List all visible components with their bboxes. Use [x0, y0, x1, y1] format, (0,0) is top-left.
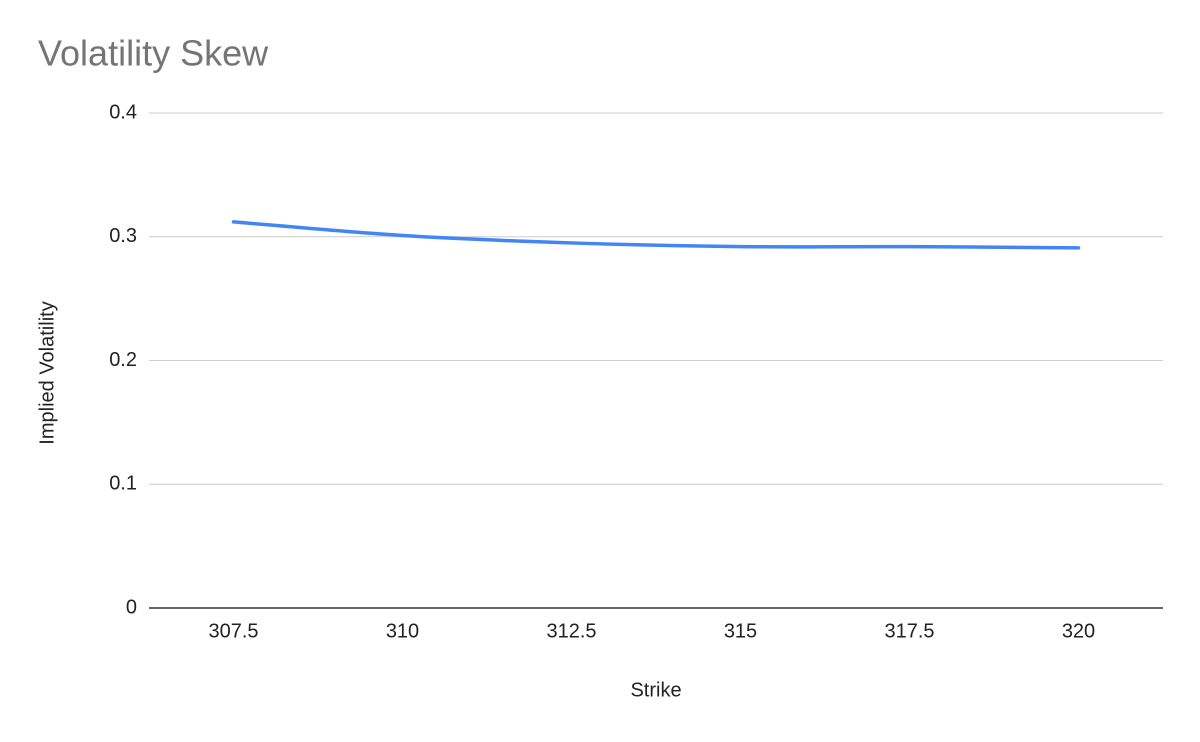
y-tick-label: 0.4: [109, 101, 137, 123]
y-axis-title: Implied Volatility: [36, 301, 58, 444]
x-axis-title: Strike: [630, 679, 681, 701]
x-tick-label: 320: [1062, 620, 1095, 642]
y-tick-label: 0: [126, 596, 137, 618]
series-line: [231, 220, 1081, 250]
x-tick-label: 317.5: [884, 620, 934, 642]
y-tick-label: 0.1: [109, 473, 137, 495]
x-tick-label: 307.5: [208, 620, 258, 642]
x-tick-label: 312.5: [546, 620, 596, 642]
x-tick-label: 310: [386, 620, 419, 642]
x-tick-label: 315: [724, 620, 757, 642]
y-tick-label: 0.3: [109, 225, 137, 247]
chart-title: Volatility Skew: [38, 33, 269, 74]
y-tick-label: 0.2: [109, 349, 137, 371]
